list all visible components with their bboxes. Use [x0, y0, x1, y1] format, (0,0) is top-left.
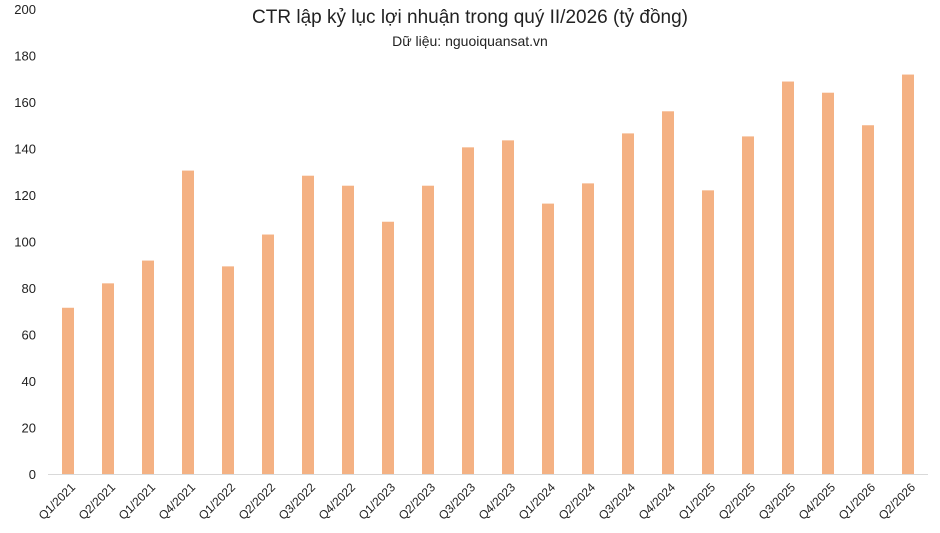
y-tick-label: 80 [22, 281, 36, 296]
bar [622, 133, 634, 474]
bar [102, 283, 114, 474]
y-tick-label: 60 [22, 328, 36, 343]
x-tick-label: Q2/2021 [76, 480, 119, 523]
x-tick-label: Q1/2024 [516, 480, 559, 523]
x-tick-label: Q1/2021 [116, 480, 159, 523]
x-tick-label: Q3/2025 [756, 480, 799, 523]
x-tick-label: Q4/2021 [156, 480, 199, 523]
y-tick-label: 160 [14, 95, 36, 110]
x-tick-label: Q4/2025 [796, 480, 839, 523]
bar [582, 183, 594, 475]
bar [142, 260, 154, 474]
y-tick-label: 140 [14, 142, 36, 157]
chart-title: CTR lập kỷ lục lợi nhuận trong quý II/20… [252, 7, 688, 28]
bar [862, 125, 874, 474]
x-tick-label: Q3/2023 [436, 480, 479, 523]
bar [662, 111, 674, 475]
bar [702, 190, 714, 474]
bar [422, 185, 434, 474]
x-tick-label: Q4/2023 [476, 480, 519, 523]
x-tick-label: Q2/2022 [236, 480, 279, 523]
y-tick-label: 40 [22, 374, 36, 389]
x-tick-label: Q1/2022 [196, 480, 239, 523]
chart-subtitle: Dữ liệu: nguoiquansat.vn [392, 33, 548, 49]
y-tick-label: 100 [14, 235, 36, 250]
x-tick-label: Q2/2024 [556, 480, 599, 523]
bar [302, 175, 314, 474]
bar [342, 185, 354, 474]
bar [222, 266, 234, 474]
x-tick-label: Q3/2022 [276, 480, 319, 523]
x-tick-label: Q4/2022 [316, 480, 359, 523]
x-tick-label: Q1/2023 [356, 480, 399, 523]
y-tick-label: 200 [14, 2, 36, 17]
bar [62, 307, 74, 474]
x-tick-label: Q2/2023 [396, 480, 439, 523]
bar [902, 74, 914, 474]
y-tick-label: 180 [14, 49, 36, 64]
y-tick-label: 20 [22, 421, 36, 436]
bar [182, 170, 194, 474]
x-tick-label: Q4/2024 [636, 480, 679, 523]
x-tick-label: Q1/2025 [676, 480, 719, 523]
x-tick-label: Q2/2026 [876, 480, 919, 523]
bar [542, 203, 554, 474]
bar [462, 147, 474, 474]
bar [782, 81, 794, 474]
x-tick-label: Q3/2024 [596, 480, 639, 523]
bar [742, 136, 754, 474]
x-tick-label: Q2/2025 [716, 480, 759, 523]
y-tick-label: 120 [14, 188, 36, 203]
bar [262, 234, 274, 474]
bar [822, 92, 834, 474]
x-tick-label: Q1/2021 [36, 480, 79, 523]
x-tick-label: Q1/2026 [836, 480, 879, 523]
y-tick-label: 0 [29, 467, 36, 482]
bar [502, 140, 514, 475]
bar [382, 221, 394, 474]
